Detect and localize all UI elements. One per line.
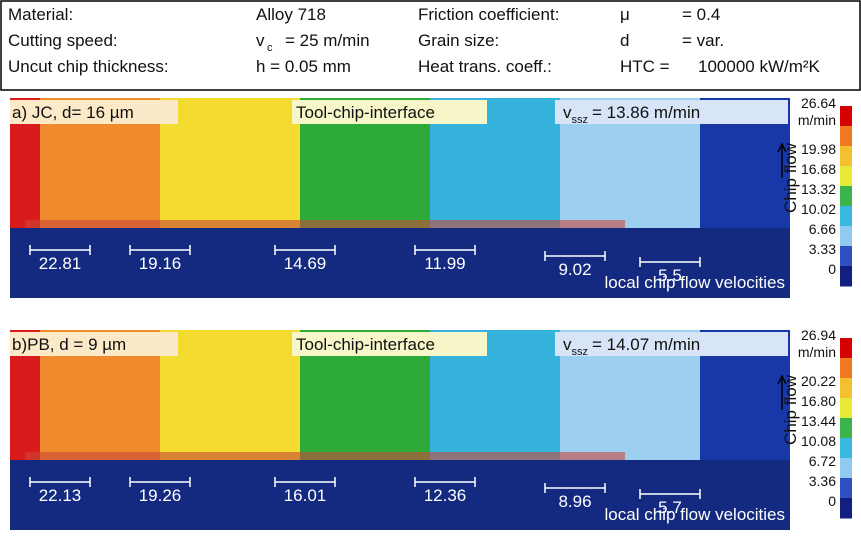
panel-label: b)PB, d = 9 µm — [12, 335, 126, 354]
colorbar-segment — [840, 126, 852, 147]
measurement: 9.02 — [558, 260, 591, 279]
colorbar-tick: 10.02 — [801, 201, 836, 217]
header-text: Heat trans. coeff.: — [418, 57, 552, 76]
measurement: 11.99 — [424, 254, 465, 273]
colorbar-segment — [840, 226, 852, 247]
colorbar-tick: 0 — [828, 261, 836, 277]
colorbar-segment — [840, 246, 852, 267]
colorbar-segment — [840, 458, 852, 479]
colorbar-tick: 13.44 — [801, 413, 836, 429]
header-text: h = 0.05 mm — [256, 57, 351, 76]
colorbar-tick: 26.94 — [801, 327, 836, 343]
measurement: 14.69 — [284, 254, 327, 273]
header-text: Material: — [8, 5, 73, 24]
measurement: 16.01 — [284, 486, 327, 505]
colorbar-segment — [840, 186, 852, 207]
header-text: 100000 kW/m²K — [698, 57, 821, 76]
footer-label: local chip flow velocities — [605, 505, 785, 524]
header-text: Cutting speed: — [8, 31, 118, 50]
colorbar-tick: 3.33 — [809, 241, 836, 257]
colorbar-tick: 26.64 — [801, 95, 836, 111]
header-text: d — [620, 31, 629, 50]
colorbar-segment — [840, 106, 852, 127]
velocity-value: = 14.07 m/min — [592, 335, 700, 354]
colorbar-unit: m/min — [798, 344, 836, 360]
colorbar-tick: 19.98 — [801, 141, 836, 157]
header-text: = var. — [682, 31, 724, 50]
colorbar-tick: 6.72 — [809, 453, 836, 469]
header-text: = 25 m/min — [285, 31, 370, 50]
colorbar-unit: m/min — [798, 112, 836, 128]
interface-label: Tool-chip-interface — [296, 103, 435, 122]
velocity-subscript: ssz — [572, 114, 589, 126]
chip-tool-band — [25, 220, 625, 228]
colorbar-tick: 16.68 — [801, 161, 836, 177]
colorbar-segment — [840, 438, 852, 459]
measurement: 19.16 — [139, 254, 182, 273]
interface-label: Tool-chip-interface — [296, 335, 435, 354]
velocity-value: = 13.86 m/min — [592, 103, 700, 122]
panel: b)PB, d = 9 µmTool-chip-interfacevssz= 1… — [10, 327, 852, 530]
chip-region — [160, 98, 300, 228]
header-text: Grain size: — [418, 31, 499, 50]
colorbar-segment — [840, 358, 852, 379]
colorbar-segment — [840, 338, 852, 359]
colorbar-segment — [840, 146, 852, 167]
header-text: Friction coefficient: — [418, 5, 559, 24]
chip-tool-band — [25, 452, 625, 460]
colorbar-segment — [840, 266, 852, 287]
colorbar-segment — [840, 478, 852, 499]
colorbar-tick: 16.80 — [801, 393, 836, 409]
colorbar-tick: 13.32 — [801, 181, 836, 197]
colorbar-tick: 6.66 — [809, 221, 836, 237]
footer-label: local chip flow velocities — [605, 273, 785, 292]
measurement: 19.26 — [139, 486, 182, 505]
chip-flow-label: Chip flow — [781, 142, 800, 213]
colorbar-segment — [840, 398, 852, 419]
colorbar-segment — [840, 166, 852, 187]
measurement: 8.96 — [558, 492, 591, 511]
header-text: μ — [620, 5, 630, 24]
chip-flow-label: Chip flow — [781, 374, 800, 445]
figure: Material: Alloy 718 Friction coefficient: μ… — [0, 0, 861, 533]
colorbar-segment — [840, 498, 852, 519]
panel-label: a) JC, d= 16 µm — [12, 103, 134, 122]
velocity-subscript: ssz — [572, 346, 589, 358]
header-text: Alloy 718 — [256, 5, 326, 24]
measurement: 12.36 — [424, 486, 467, 505]
colorbar-tick: 0 — [828, 493, 836, 509]
colorbar-tick: 10.08 — [801, 433, 836, 449]
colorbar-tick: 3.36 — [809, 473, 836, 489]
colorbar-tick: 20.22 — [801, 373, 836, 389]
colorbar-segment — [840, 206, 852, 227]
header-text: HTC = — [620, 57, 670, 76]
measurement: 22.13 — [39, 486, 82, 505]
colorbar-segment — [840, 418, 852, 439]
header-text: = 0.4 — [682, 5, 720, 24]
chip-region — [160, 330, 300, 460]
measurement: 22.81 — [39, 254, 82, 273]
header-text: Uncut chip thickness: — [8, 57, 169, 76]
header-subscript: c — [267, 42, 273, 54]
header-text: v — [256, 31, 265, 50]
colorbar-segment — [840, 378, 852, 399]
